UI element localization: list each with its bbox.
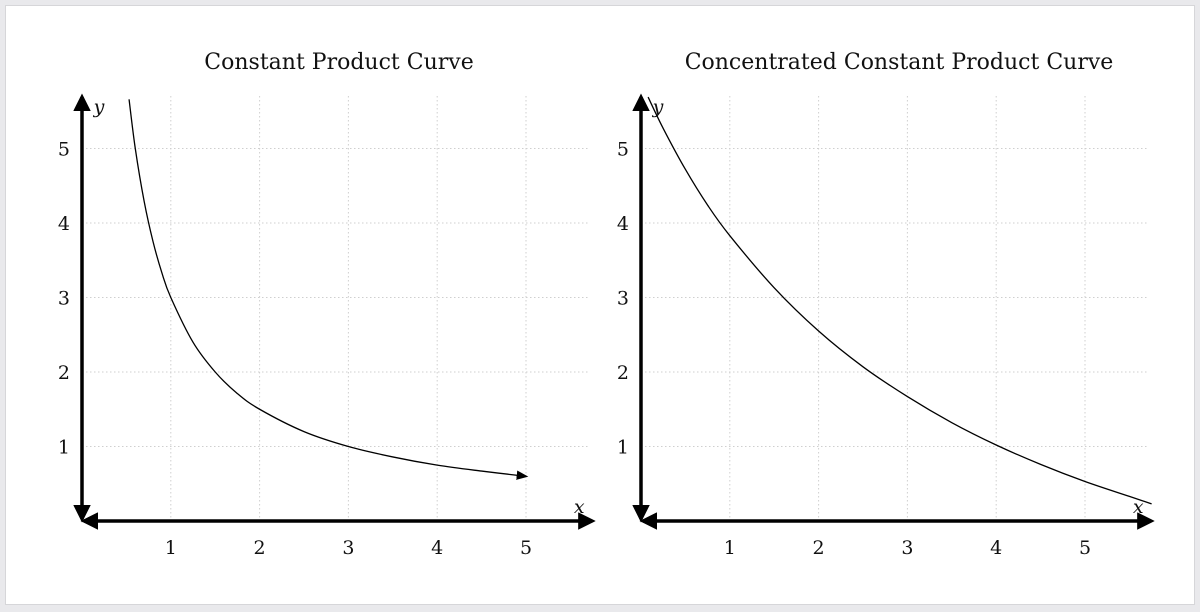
x-tick-label: 2 (254, 537, 266, 559)
x-tick-label: 1 (165, 537, 177, 559)
series-curve (128, 99, 529, 480)
chart-panel-1: Constant Product Curve 1 2 3 4 5 1 2 3 4 5 x y (58, 50, 596, 559)
y-axis-label: y (93, 96, 105, 118)
y-tick-label: 2 (58, 362, 70, 384)
figure-page: Constant Product Curve 1 2 3 4 5 1 2 3 4 5 x y Concen… (5, 5, 1195, 605)
x-tick-label: 4 (990, 537, 1002, 559)
y-tick-label: 5 (617, 139, 629, 161)
x-tick-label: 3 (342, 537, 354, 559)
chart-title: Concentrated Constant Product Curve (685, 50, 1114, 75)
chart-panel-2: Concentrated Constant Product Curve 1 2 3 4 5… (617, 50, 1155, 559)
y-tick-label: 1 (617, 437, 629, 459)
x-tick-label: 4 (431, 537, 443, 559)
x-axis-label: x (1133, 496, 1144, 518)
y-tick-label: 4 (58, 213, 70, 235)
x-tick-label: 5 (1079, 537, 1091, 559)
y-tick-label: 2 (617, 362, 629, 384)
x-tick-label: 5 (520, 537, 532, 559)
y-tick-label: 3 (58, 288, 70, 310)
x-tick-label: 1 (724, 537, 736, 559)
y-tick-label: 1 (58, 437, 70, 459)
y-axis-label: y (652, 96, 664, 118)
y-tick-label: 5 (58, 139, 70, 161)
x-tick-label: 2 (813, 537, 825, 559)
x-axis-label: x (574, 496, 585, 518)
x-tick-label: 3 (901, 537, 913, 559)
chart-title: Constant Product Curve (204, 50, 473, 75)
y-tick-label: 4 (617, 213, 629, 235)
y-tick-label: 3 (617, 288, 629, 310)
series-curve (647, 96, 1152, 505)
